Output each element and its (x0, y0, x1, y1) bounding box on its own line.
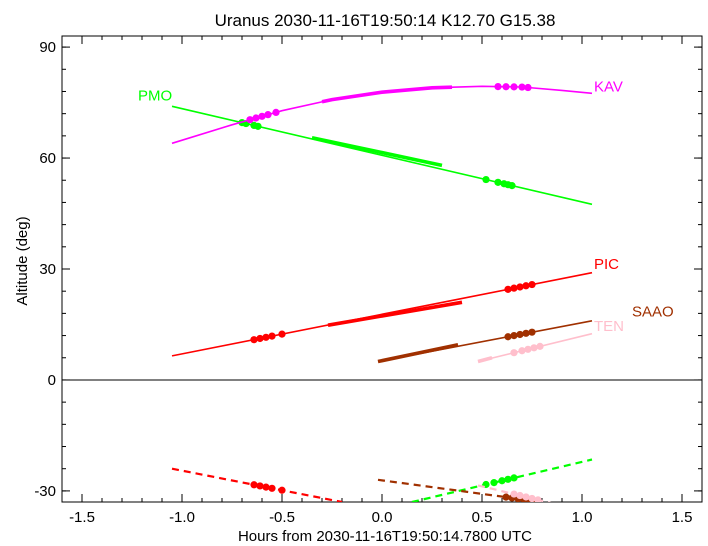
series-point-saao (504, 333, 512, 341)
series-below-horizon-ten (477, 484, 552, 502)
series-label-ten: TEN (594, 318, 624, 335)
series-line-pmo (171, 105, 593, 206)
series-point-pmo (482, 175, 490, 184)
x-tick-label: -1.0 (169, 509, 195, 526)
series-point-saao (510, 332, 518, 340)
series-point-pmo (508, 182, 516, 190)
series-point-pic (268, 332, 276, 340)
series-below-point-pic (262, 483, 270, 491)
series-below-point-pmo (498, 477, 506, 485)
series-point-kav (524, 83, 532, 92)
series-point-ten (530, 344, 538, 352)
series-point-ten (536, 342, 544, 350)
series-below-point-ten (522, 493, 530, 501)
series-below-point-ten (510, 490, 518, 498)
series-below-point-ten (516, 491, 524, 500)
x-axis-label: Hours from 2030-11-16T19:50:14.7800 UTC (238, 528, 532, 545)
x-tick-label: 0.0 (372, 509, 393, 526)
series-below-point-pmo (490, 479, 498, 487)
series-ten (477, 332, 593, 502)
series-point-saao (522, 329, 530, 337)
series-pic (171, 271, 593, 502)
y-tick-label: 90 (39, 39, 56, 56)
series-point-kav (258, 112, 266, 120)
x-tick-label: 1.5 (672, 509, 693, 526)
series-line-kav (171, 85, 593, 145)
x-tick-label: 1.0 (572, 509, 593, 526)
series-thick-kav (321, 85, 453, 104)
series-point-kav (494, 82, 502, 91)
y-tick-label: -30 (34, 483, 56, 500)
series-thick-pic (327, 300, 463, 327)
series-point-pic (522, 282, 530, 290)
x-tick-label: 0.5 (472, 509, 493, 526)
series-label-pmo: PMO (138, 88, 172, 105)
series-point-kav (518, 83, 526, 91)
series-label-kav: KAV (594, 78, 623, 95)
y-tick-label: 60 (39, 150, 56, 167)
series-point-pic (256, 334, 264, 343)
series-point-pic (262, 333, 270, 341)
series-point-kav (510, 83, 518, 91)
series-thick-saao (377, 343, 459, 364)
series-point-pic (278, 330, 286, 338)
series-point-pic (504, 285, 512, 293)
series-below-point-pic (268, 484, 276, 492)
x-tick-label: -1.5 (69, 509, 95, 526)
series-point-ten (524, 345, 532, 353)
series-thick-pmo (311, 135, 443, 168)
series-point-kav (264, 111, 272, 119)
series-below-point-pic (250, 481, 258, 489)
series-label-saao: SAAO (632, 303, 674, 320)
series-thick-ten (477, 356, 493, 364)
series-layer (171, 82, 593, 502)
series-point-kav (252, 114, 260, 122)
series-point-ten (518, 347, 526, 355)
y-tick-label: 0 (48, 372, 56, 389)
series-kav (171, 82, 593, 145)
series-below-point-pic (256, 482, 264, 490)
chart-title: Uranus 2030-11-16T19:50:14 K12.70 G15.38 (215, 11, 556, 30)
y-tick-label: 30 (39, 261, 56, 278)
series-point-saao (516, 330, 524, 339)
series-below-horizon-pmo (411, 458, 593, 502)
series-point-kav (272, 108, 280, 116)
series-saao (377, 320, 593, 502)
series-below-point-pmo (504, 475, 512, 483)
series-below-point-ten (534, 496, 542, 502)
y-axis-label: Altitude (deg) (14, 216, 31, 305)
series-pmo (171, 105, 593, 502)
series-point-pic (510, 284, 518, 292)
series-point-kav (502, 83, 510, 91)
series-point-pic (516, 283, 524, 291)
series-label-pic: PIC (594, 256, 619, 273)
x-tick-label: -0.5 (269, 509, 295, 526)
series-point-saao (528, 328, 536, 336)
series-below-point-saao (502, 493, 510, 501)
series-below-point-pmo (510, 474, 518, 482)
series-point-ten (510, 349, 518, 357)
series-below-point-ten (528, 494, 536, 502)
series-point-pic (250, 336, 258, 344)
series-below-point-pic (278, 486, 286, 494)
series-point-pic (528, 280, 536, 289)
series-point-pmo (494, 178, 502, 186)
series-point-pmo (254, 122, 262, 130)
series-point-kav (246, 116, 254, 124)
plot-area: -1.5 -1.0 -0.5 0.0 0.5 1.0 1.5 -30 0 30 60 90 PMO KAV… (34, 35, 703, 526)
